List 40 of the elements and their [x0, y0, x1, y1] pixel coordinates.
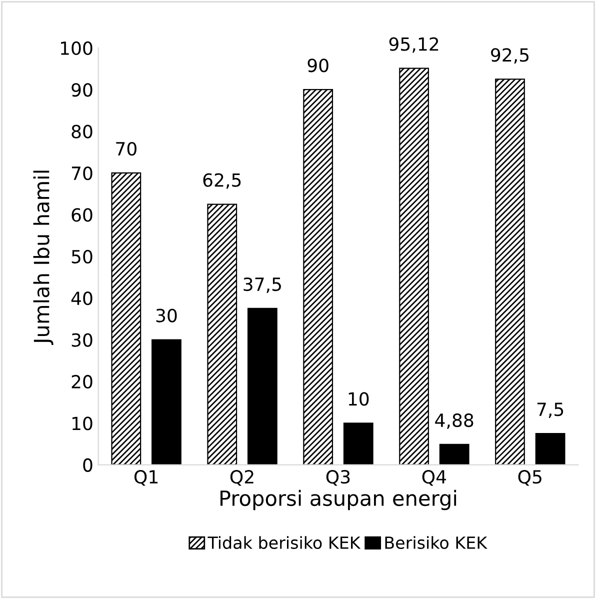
y-tick-label: 70 [72, 166, 92, 180]
y-tick-label: 30 [72, 333, 92, 347]
legend-label: Berisiko KEK [385, 536, 488, 550]
x-axis-title: Proporsi asupan energi [220, 490, 456, 510]
bar [303, 89, 334, 465]
data-label: 10 [348, 392, 369, 406]
x-tick-label: Q4 [422, 470, 446, 486]
bar [152, 339, 182, 465]
data-label: 92,5 [491, 48, 529, 64]
legend-label: Tidak berisiko KEK [208, 536, 361, 550]
y-axis-title: Jumlah Ibu hamil [33, 170, 54, 345]
bar [207, 204, 238, 465]
bar [111, 172, 142, 465]
x-tick-label: Q2 [230, 470, 254, 486]
data-label: 4,88 [435, 413, 474, 429]
x-tick-label: Q1 [134, 470, 158, 486]
bar [495, 78, 525, 465]
y-tick-label: 40 [71, 292, 92, 306]
data-label: 62,5 [203, 173, 241, 189]
data-label: 30 [156, 308, 177, 322]
x-tick-label: Q5 [518, 470, 542, 486]
bar [247, 308, 278, 465]
data-label: 37,5 [244, 277, 281, 293]
y-tick-label: 100 [61, 41, 92, 56]
data-label: 90 [308, 58, 328, 72]
bar [535, 433, 566, 465]
y-tick-label: 10 [72, 416, 92, 430]
data-label: 70 [116, 142, 136, 156]
y-tick-label: 60 [72, 208, 92, 222]
y-tick-label: 0 [83, 458, 92, 472]
bar [439, 444, 470, 465]
y-tick-label: 90 [72, 83, 92, 97]
data-label: 95,12 [389, 37, 438, 53]
x-tick-label: Q3 [326, 470, 350, 486]
data-label: 7,5 [537, 402, 564, 418]
bar [399, 68, 429, 465]
y-tick-label: 80 [72, 124, 92, 138]
y-tick-label: 50 [72, 250, 92, 264]
bar [343, 422, 374, 465]
y-tick-label: 20 [72, 374, 92, 389]
